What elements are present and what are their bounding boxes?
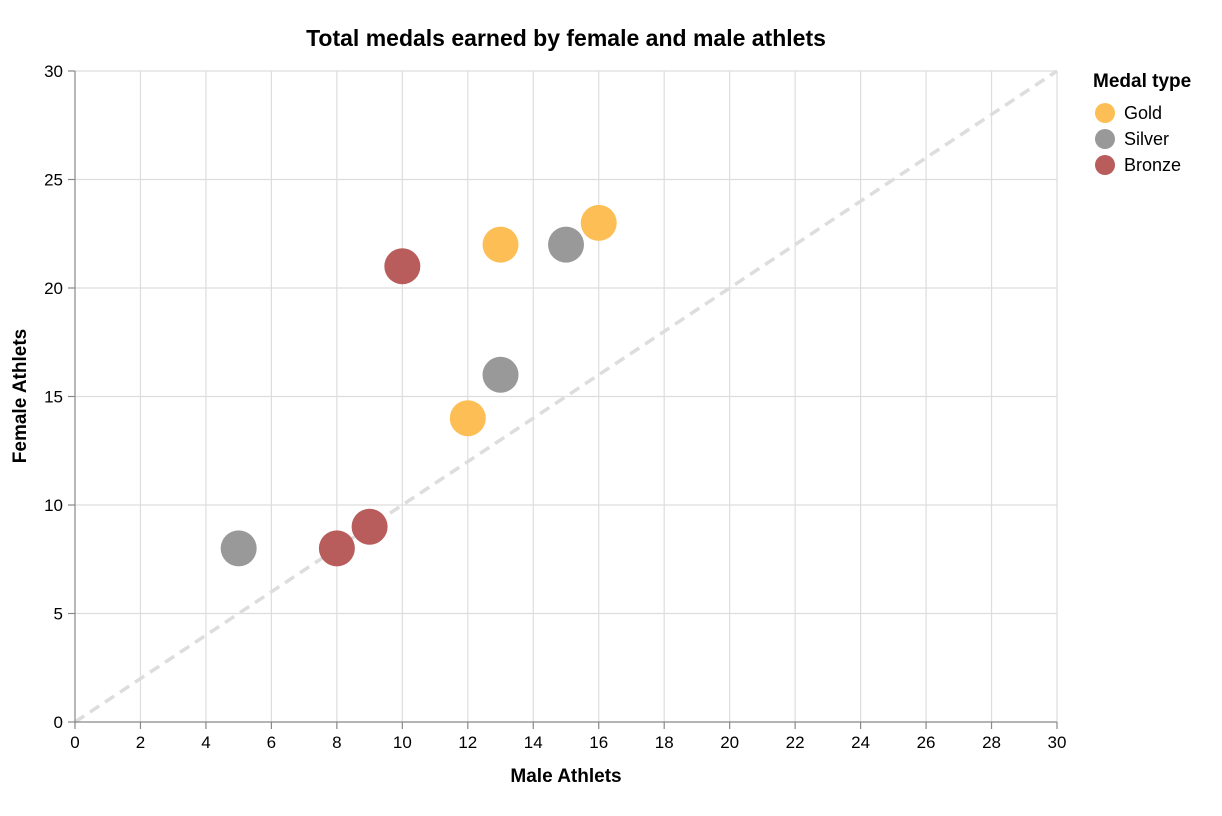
legend: Medal type Gold Silver Bronze (1093, 71, 1191, 175)
x-tick-label: 16 (589, 733, 608, 752)
legend-label-gold: Gold (1124, 103, 1162, 123)
y-tick-label: 5 (54, 605, 63, 624)
reference-line-group (74, 69, 1058, 724)
x-tick-label: 18 (655, 733, 674, 752)
point-gold (580, 204, 617, 241)
chart-title: Total medals earned by female and male a… (306, 25, 826, 51)
x-tick-label: 30 (1048, 733, 1067, 752)
legend-swatch-gold (1095, 103, 1115, 123)
x-tick-label: 2 (136, 733, 145, 752)
x-tick-label: 22 (786, 733, 805, 752)
point-gold (449, 400, 486, 437)
x-tick-label: 28 (982, 733, 1001, 752)
x-tick-label: 4 (201, 733, 210, 752)
legend-title: Medal type (1093, 71, 1191, 92)
grid-lines (75, 70, 1058, 722)
x-tick-label: 20 (720, 733, 739, 752)
legend-label-bronze: Bronze (1124, 155, 1181, 175)
x-tick-label: 26 (917, 733, 936, 752)
y-axis-title: Female Athlets (10, 329, 31, 463)
point-silver (548, 226, 584, 263)
x-tick-label: 6 (267, 733, 276, 752)
y-tick-label: 30 (44, 62, 63, 81)
data-points (220, 204, 617, 567)
point-silver (220, 530, 257, 567)
x-tick-label: 8 (332, 733, 341, 752)
point-bronze (318, 530, 355, 567)
legend-items: Gold Silver Bronze (1095, 103, 1181, 175)
x-tick-label: 14 (524, 733, 543, 752)
y-tick-label: 25 (44, 171, 63, 190)
reference-line (74, 69, 1058, 724)
legend-swatch-silver (1095, 129, 1115, 149)
point-bronze (384, 248, 421, 285)
point-silver (482, 356, 519, 393)
legend-label-silver: Silver (1124, 129, 1169, 149)
x-tick-label: 0 (70, 733, 79, 752)
point-gold (482, 226, 519, 263)
x-tick-label: 12 (458, 733, 477, 752)
x-tick-label: 24 (851, 733, 870, 752)
point-bronze (351, 508, 388, 545)
y-tick-label: 0 (54, 713, 63, 732)
y-tick-label: 15 (44, 388, 63, 407)
x-tick-label: 10 (393, 733, 412, 752)
y-tick-label: 10 (44, 496, 63, 515)
legend-swatch-bronze (1095, 155, 1115, 175)
y-tick-label: 20 (44, 279, 63, 298)
x-axis-title: Male Athlets (510, 766, 621, 787)
